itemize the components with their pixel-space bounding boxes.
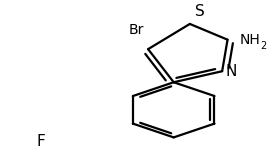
Text: N: N xyxy=(225,64,237,80)
Text: S: S xyxy=(195,4,205,19)
Text: NH: NH xyxy=(240,33,260,47)
Text: 2: 2 xyxy=(260,41,266,51)
Text: Br: Br xyxy=(128,23,144,37)
Text: F: F xyxy=(37,134,46,149)
